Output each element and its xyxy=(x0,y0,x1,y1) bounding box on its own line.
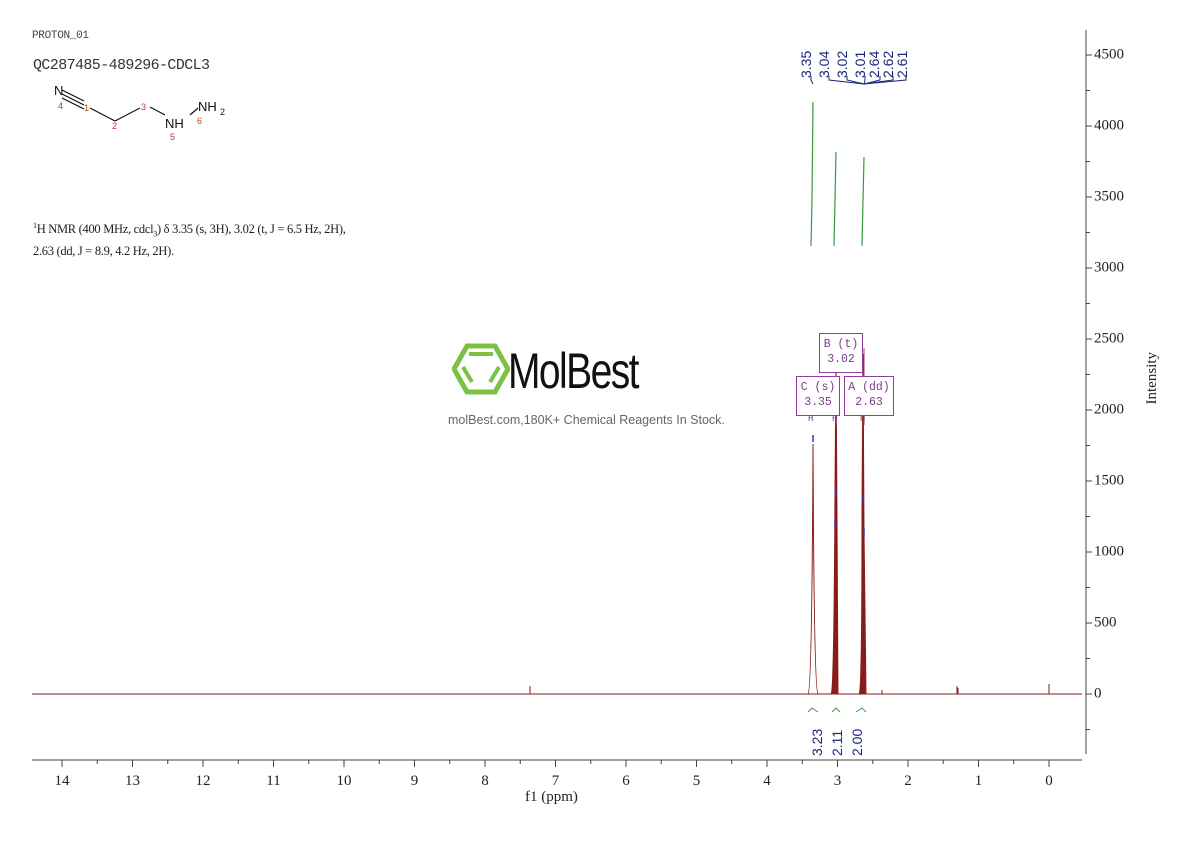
watermark-brand: MolBest xyxy=(508,343,640,399)
integral-value: 2.11 xyxy=(829,729,845,756)
x-tick-label: 11 xyxy=(266,773,281,789)
multiplet-box-b: B (t) 3.02 xyxy=(819,333,863,373)
y-tick-label: 1000 xyxy=(1094,543,1124,560)
integral-value: 2.00 xyxy=(849,728,865,756)
atom-n: N xyxy=(54,83,63,98)
x-tick-label: 12 xyxy=(195,773,211,789)
nmr-description: 1H NMR (400 MHz, cdcl3) δ 3.35 (s, 3H), … xyxy=(33,221,346,258)
y-axis-label: Intensity xyxy=(1144,352,1160,405)
svg-text:6: 6 xyxy=(197,116,202,126)
peak-label: 3.04 xyxy=(816,50,832,78)
y-tick-label: 2000 xyxy=(1094,401,1124,418)
peak-label: 3.02 xyxy=(834,50,850,78)
x-tick-label: 6 xyxy=(622,773,630,789)
svg-text:2: 2 xyxy=(220,107,225,117)
svg-text:5: 5 xyxy=(170,132,175,142)
svg-text:3: 3 xyxy=(141,102,146,112)
watermark-tagline: molBest.com,180K+ Chemical Reagents In S… xyxy=(448,413,725,427)
integral-curves xyxy=(810,101,865,247)
svg-text:NH: NH xyxy=(198,99,217,114)
y-tick-label: 4000 xyxy=(1094,117,1124,134)
experiment-name: PROTON_01 xyxy=(32,30,89,42)
integral-value: 3.23 xyxy=(809,728,825,756)
y-tick-label: 1500 xyxy=(1094,472,1124,489)
multiplet-box-c: C (s) 3.35 xyxy=(796,376,840,416)
svg-text:NH: NH xyxy=(165,116,184,131)
y-tick-label: 2500 xyxy=(1094,330,1124,347)
svg-text:4: 4 xyxy=(58,101,63,111)
x-tick-label: 10 xyxy=(336,773,352,789)
x-tick-label: 2 xyxy=(904,773,912,789)
y-tick-label: 4500 xyxy=(1094,46,1124,63)
y-tick-label: 3000 xyxy=(1094,259,1124,276)
x-tick-label: 14 xyxy=(54,773,70,789)
x-tick-label: 8 xyxy=(481,773,489,789)
x-tick-label: 4 xyxy=(763,773,771,789)
x-axis-label: f1 (ppm) xyxy=(525,789,578,805)
sample-id: QC287485-489296-CDCL3 xyxy=(33,57,210,74)
peak-label: 3.35 xyxy=(798,50,814,78)
x-tick-label: 5 xyxy=(692,773,701,789)
y-tick-label: 0 xyxy=(1094,685,1102,702)
y-tick-label: 3500 xyxy=(1094,188,1124,205)
svg-text:2: 2 xyxy=(112,121,117,131)
x-tick-label: 13 xyxy=(125,773,140,789)
x-tick-label: 9 xyxy=(410,773,419,789)
peak-label: 2.61 xyxy=(894,50,910,78)
molecule-structure: N 4 1 2 3 NH 5 NH 2 6 xyxy=(54,83,225,142)
x-tick-label: 0 xyxy=(1045,773,1053,789)
spectrum-trace xyxy=(32,353,1082,695)
svg-text:1: 1 xyxy=(84,103,89,113)
x-tick-label: 7 xyxy=(551,773,560,789)
multiplet-box-a: A (dd) 2.63 xyxy=(844,376,894,416)
y-tick-label: 500 xyxy=(1094,614,1117,631)
x-tick-label: 1 xyxy=(974,773,983,789)
molbest-logo-icon xyxy=(452,343,510,395)
x-tick-label: 3 xyxy=(833,773,842,789)
